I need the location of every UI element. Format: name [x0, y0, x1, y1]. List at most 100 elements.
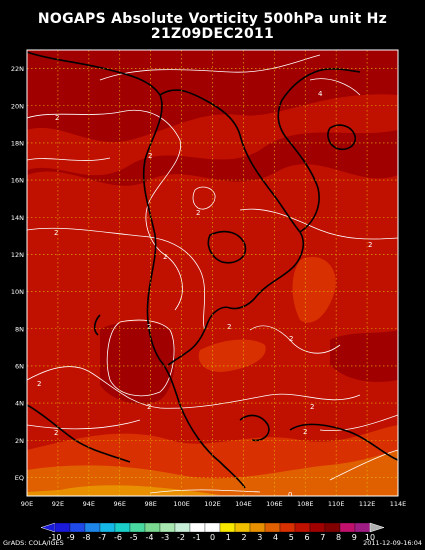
field-dark-patch-east: [330, 330, 398, 382]
contour-label: 2: [310, 403, 314, 411]
contour-label: 2: [147, 403, 151, 411]
lon-label: 112E: [359, 500, 376, 508]
lon-label: 90E: [21, 500, 33, 508]
lon-label: 102E: [204, 500, 221, 508]
map-border: [26, 49, 399, 497]
field-orange-east: [292, 256, 336, 323]
colorbar-cell: [189, 522, 206, 533]
credit-text: GrADS: COLA/IGES: [3, 539, 64, 547]
colorbar-tick-label: 7: [320, 533, 325, 542]
colorbar-tick-label: 0: [210, 533, 215, 542]
colorbar-tick-label: 1: [226, 533, 231, 542]
colorbar-cell: [114, 522, 131, 533]
colorbar-labels: -10 -9 -8 -7 -6 -5 -4 -3 -2 -1 0 1 2 3 4 5 6 7 8 9 10: [48, 533, 375, 542]
contour-label: 2: [54, 429, 58, 437]
contour-label: 2: [148, 152, 152, 160]
contour-label: 2: [289, 335, 293, 343]
contour-lines: [27, 54, 398, 494]
field-dark-patch: [100, 321, 176, 405]
contour-label: 2: [54, 229, 58, 237]
field-yellow-edge: [27, 485, 220, 496]
contour-label: 2: [196, 209, 200, 217]
colorbar-cell: [204, 522, 221, 533]
colorbar-tick-label: 4: [273, 533, 278, 542]
latitude-labels: EQ 2N 4N 6N 8N 10N 12N 14N 16N 18N 20N 22N: [11, 65, 24, 482]
colorbar-tick-label: -1: [193, 533, 201, 542]
colorbar-arrow-right: [369, 522, 385, 533]
colorbar-tick-label: 9: [352, 533, 357, 542]
contour-label: 2: [163, 253, 167, 261]
lon-label: 98E: [144, 500, 156, 508]
contour-value-labels: 2 2 2 2 2 2 2 2 2 2 2 2 2 2 4 0: [37, 90, 372, 499]
contour-label: 2: [37, 380, 41, 388]
colorbar-tick-label: -10: [48, 533, 61, 542]
colorbar-cell: [354, 522, 371, 533]
colorbar-tick-label: -2: [177, 533, 185, 542]
colorbar-tick-label: -3: [161, 533, 169, 542]
colorbar-arrow-left: [40, 522, 56, 533]
colorbar-tick-label: -6: [114, 533, 122, 542]
lat-label: 20N: [11, 102, 24, 110]
lat-label: 10N: [11, 288, 24, 296]
longitude-labels: 90E 92E 94E 96E 98E 100E 102E 104E 106E 108E 110E 1…: [21, 500, 406, 508]
lat-label: 18N: [11, 139, 24, 147]
lat-label: 8N: [15, 325, 24, 333]
colorbar-cell: [84, 522, 101, 533]
colorbar-tick-label: 8: [336, 533, 341, 542]
lon-label: 92E: [52, 500, 64, 508]
colorbar-cell: [54, 522, 71, 533]
lat-label: 2N: [15, 437, 24, 445]
colorbar-cell: [99, 522, 116, 533]
lon-label: 96E: [114, 500, 126, 508]
field-orange-gulf: [198, 339, 266, 372]
contour-label: 4: [318, 90, 323, 98]
colorbar-cell: [279, 522, 296, 533]
colorbar-cell: [324, 522, 341, 533]
lat-label: 16N: [11, 177, 24, 185]
lon-label: 114E: [390, 500, 407, 508]
contour-label: 0: [288, 491, 292, 499]
colorbar-cell: [219, 522, 236, 533]
colorbar-tick-label: -7: [98, 533, 106, 542]
colorbar-cell: [69, 522, 86, 533]
colorbar-cell: [129, 522, 146, 533]
colorbar-cell: [339, 522, 356, 533]
colorbar-cell: [249, 522, 266, 533]
lon-label: 110E: [328, 500, 345, 508]
contour-label: 2: [147, 323, 151, 331]
lon-label: 104E: [235, 500, 252, 508]
lat-label: 12N: [11, 251, 24, 259]
colorbar-cell: [234, 522, 251, 533]
lat-label: 22N: [11, 65, 24, 73]
lat-label: 14N: [11, 214, 24, 222]
colorbar-cell: [264, 522, 281, 533]
colorbar-tick-label: -9: [67, 533, 75, 542]
contour-label: 2: [303, 428, 307, 436]
map-title: NOGAPS Absolute Vorticity 500hPa unit Hz: [37, 11, 388, 27]
colorbar: [40, 522, 385, 533]
lat-label: 6N: [15, 362, 24, 370]
colorbar-cell: [144, 522, 161, 533]
lat-label: 4N: [15, 400, 24, 408]
field-dark-band: [27, 130, 398, 186]
field-orange-band: [27, 450, 398, 496]
contour-label: 2: [55, 114, 59, 122]
map-datetime: 21Z09DEC2011: [150, 26, 275, 42]
lon-label: 100E: [173, 500, 190, 508]
colorbar-tick-label: 10: [365, 533, 375, 542]
colorbar-tick-label: -4: [146, 533, 154, 542]
colorbar-tick-label: 6: [304, 533, 309, 542]
colorbar-cell: [174, 522, 191, 533]
colorbar-tick-label: 3: [257, 533, 262, 542]
colorbar-tick-label: -8: [83, 533, 91, 542]
timestamp-text: 2011-12-09-16:04: [363, 539, 422, 547]
contour-label: 2: [368, 241, 372, 249]
lon-label: 94E: [83, 500, 95, 508]
lon-label: 108E: [297, 500, 314, 508]
colorbar-cell: [294, 522, 311, 533]
colorbar-tick-label: 2: [241, 533, 246, 542]
colorbar-cell: [309, 522, 326, 533]
contour-label: 2: [227, 323, 231, 331]
colorbar-cell: [159, 522, 176, 533]
